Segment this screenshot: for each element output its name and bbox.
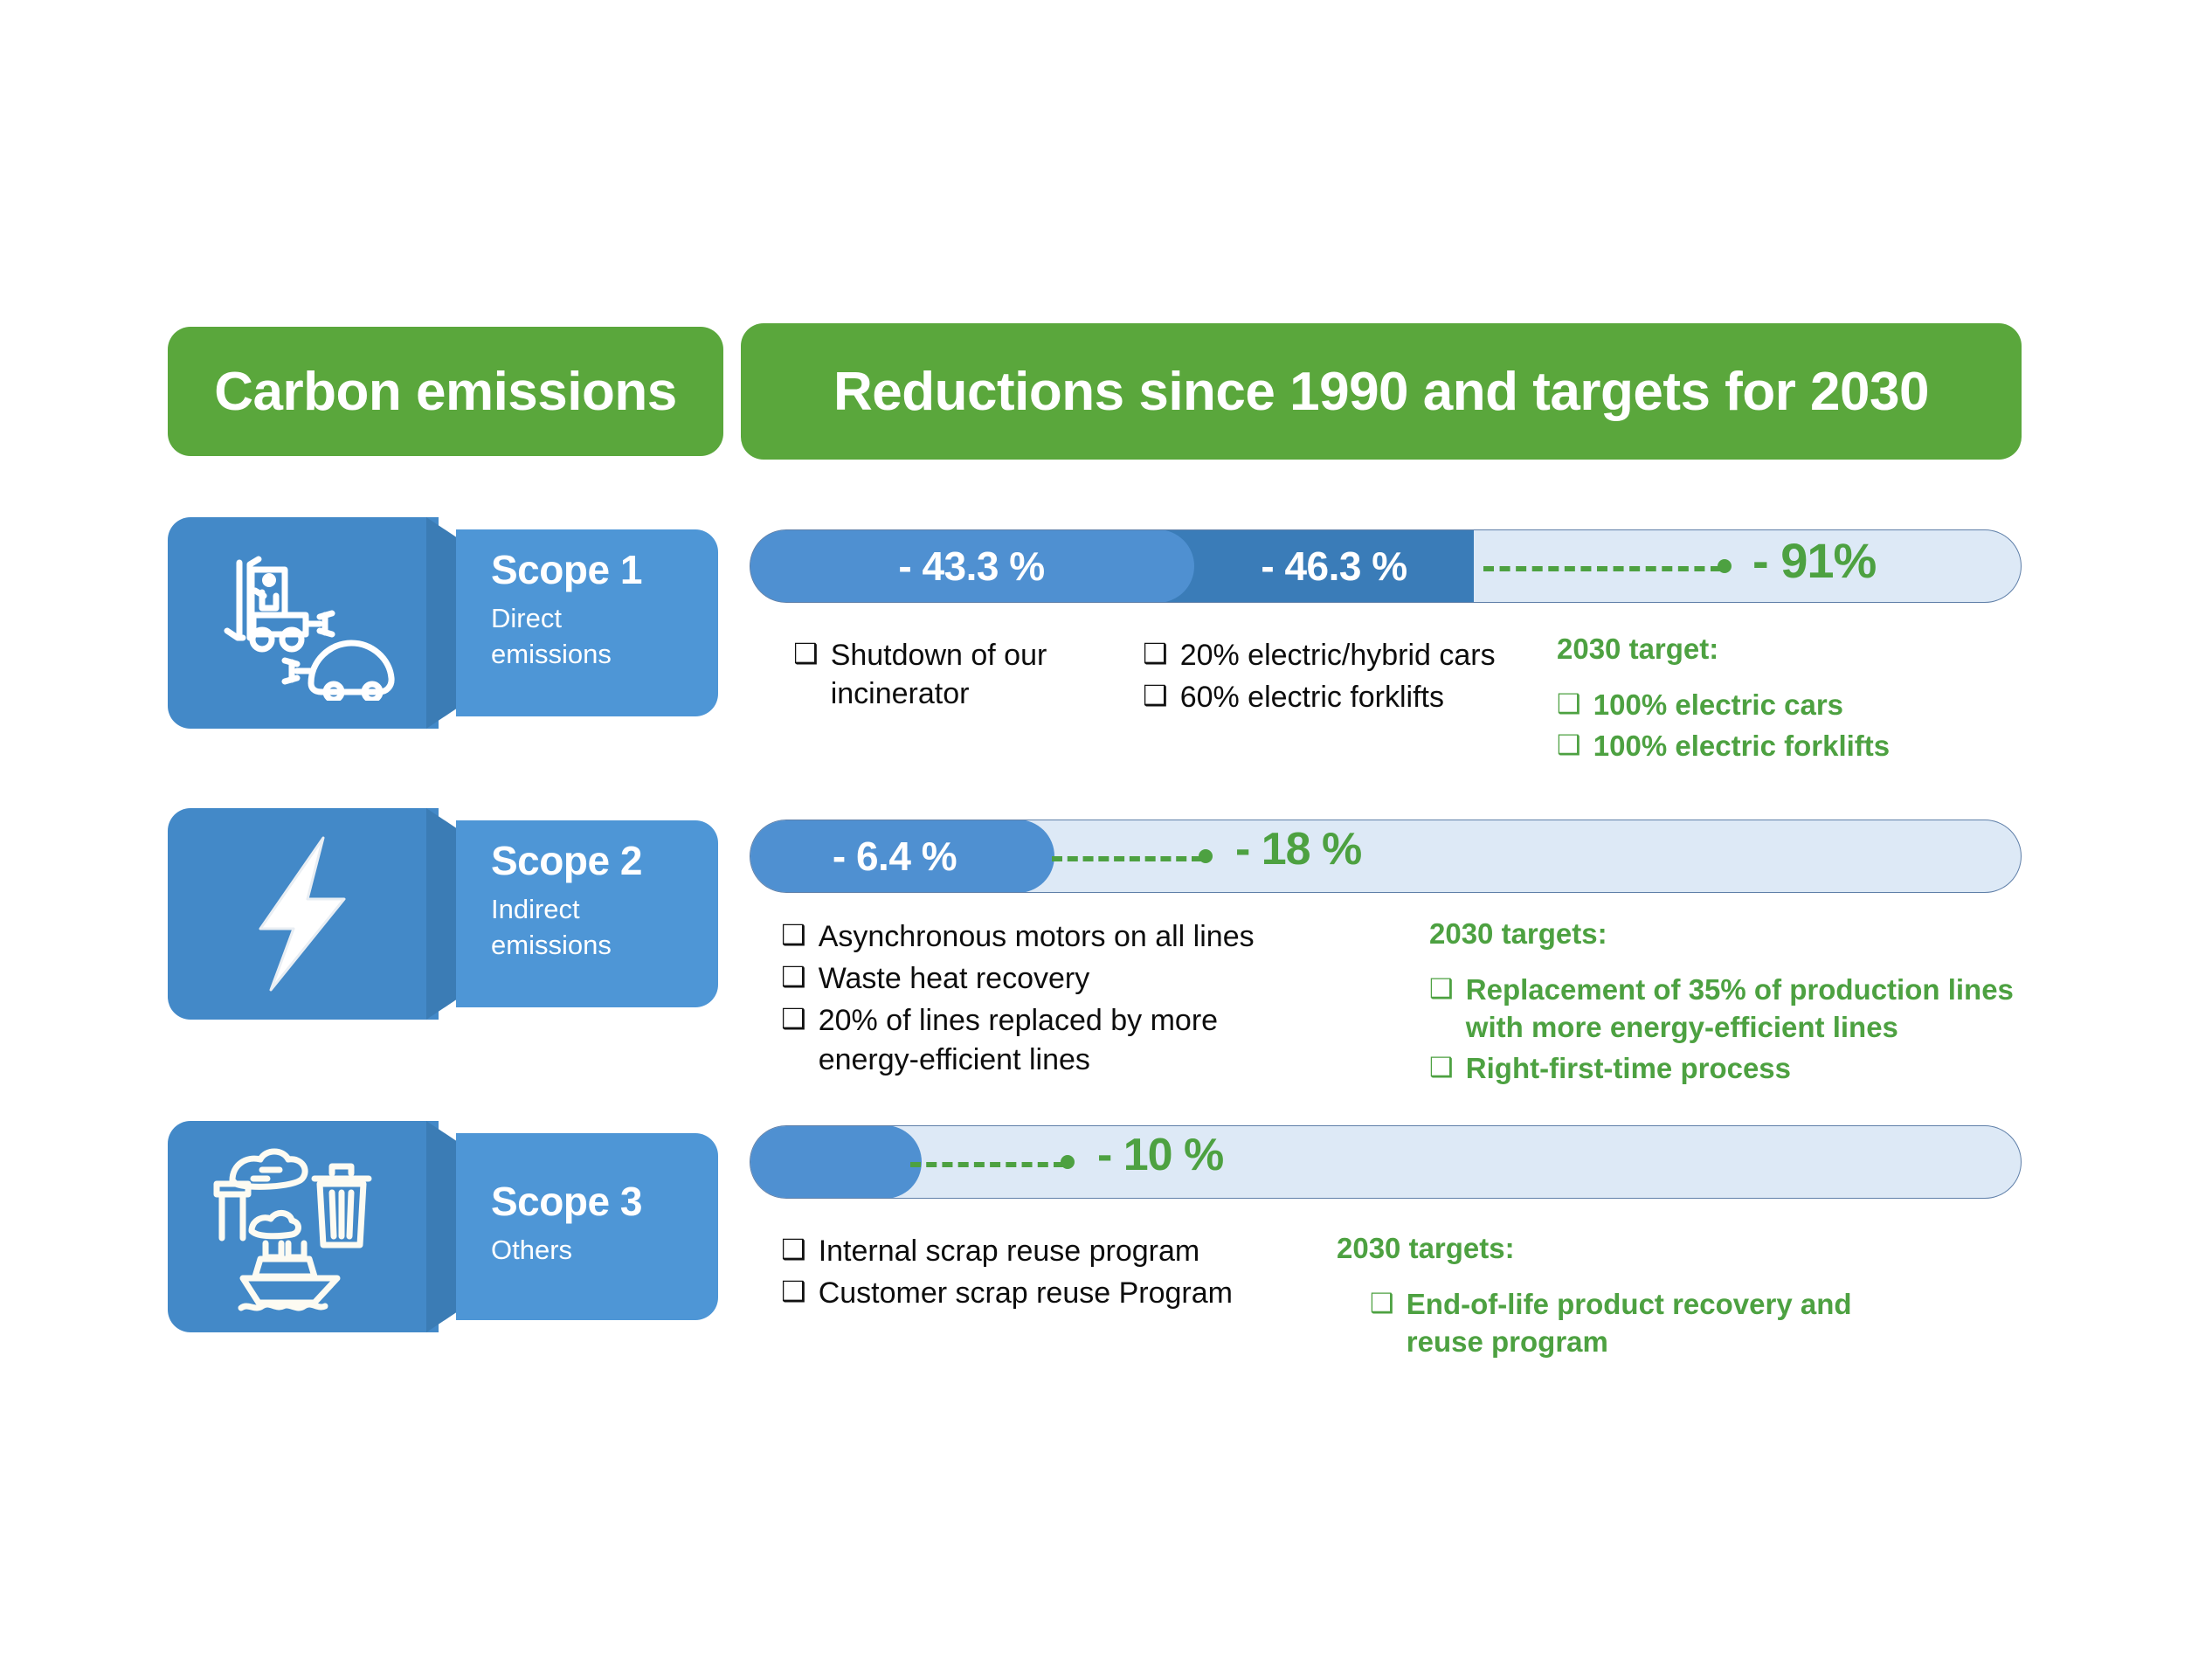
- scope-3-title: Scope 3: [491, 1179, 642, 1224]
- list-item: ❑ 100% electric cars: [1557, 687, 2046, 724]
- scope-3-segment-1-fill: [750, 1126, 922, 1198]
- scope-1-segment-1-fill: [750, 530, 1194, 602]
- scope-3-fold-accent: [426, 1121, 461, 1332]
- list-item-label: 100% electric forklifts: [1593, 729, 1891, 762]
- checkbox-bullet-icon: ❑: [781, 960, 806, 994]
- list-item-label: 20% electric/hybrid cars: [1179, 639, 1496, 672]
- scope-3-targets-list: ❑ End-of-life product recovery and reuse…: [1370, 1286, 1929, 1365]
- checkbox-bullet-icon: ❑: [793, 637, 819, 670]
- scope-2-achievements-list: ❑ Asynchronous motors on all lines ❑ Was…: [781, 917, 1305, 1082]
- scope-3-targets-heading: 2030 targets:: [1337, 1232, 1515, 1264]
- scope-1-subtitle-line2: emissions: [491, 638, 612, 669]
- checkbox-bullet-icon: ❑: [1429, 1051, 1454, 1083]
- list-item: ❑ 20% of lines replaced by more energy-e…: [781, 1001, 1305, 1078]
- checkbox-bullet-icon: ❑: [1557, 729, 1581, 761]
- scope-1-target-dashline: [1483, 566, 1721, 571]
- scope-3-subtitle-line1: Others: [491, 1234, 573, 1265]
- list-item-label: Waste heat recovery: [818, 962, 1090, 996]
- scope-2-title: Scope 2: [491, 838, 642, 883]
- scope-3-label-panel: Scope 3 Others: [456, 1133, 718, 1320]
- list-item: ❑ 60% electric forklifts: [1143, 678, 1510, 716]
- list-item-label: Right-first-time process: [1465, 1051, 1792, 1084]
- scope-3-card: Scope 3 Others: [168, 1121, 718, 1332]
- checkbox-bullet-icon: ❑: [1143, 679, 1168, 713]
- scope-2-target-dashline: [1052, 856, 1202, 861]
- scope-3-target-dashline: [910, 1162, 1064, 1167]
- list-item: ❑ Internal scrap reuse program: [781, 1232, 1270, 1270]
- checkbox-bullet-icon: ❑: [781, 1233, 806, 1266]
- list-item-label: Replacement of 35% of production lines w…: [1465, 973, 2014, 1043]
- scope-2-icon-box: [168, 808, 439, 1020]
- scope-3-target-dot: [1061, 1155, 1075, 1169]
- scope-2-target-percent: - 18 %: [1235, 824, 1362, 875]
- checkbox-bullet-icon: ❑: [1429, 973, 1454, 1005]
- checkbox-bullet-icon: ❑: [781, 1275, 806, 1309]
- scope-2-fold-accent: [426, 808, 461, 1020]
- scope-2-card: Scope 2 Indirect emissions: [168, 808, 718, 1020]
- forklift-electric-car-icon: [224, 556, 395, 701]
- list-item-label: Internal scrap reuse program: [818, 1235, 1200, 1268]
- scope-2-subtitle-line2: emissions: [491, 929, 612, 960]
- reductions-targets-banner: Reductions since 1990 and targets for 20…: [741, 323, 2022, 460]
- scope-1-subtitle-line1: Direct: [491, 602, 562, 633]
- list-item-label: 100% electric cars: [1593, 688, 1844, 721]
- list-item-label: 20% of lines replaced by more energy-eff…: [818, 1004, 1219, 1076]
- scope-3-achievements-list: ❑ Internal scrap reuse program ❑ Custome…: [781, 1232, 1270, 1316]
- list-item: ❑ Waste heat recovery: [781, 959, 1305, 998]
- scope-2-label-panel: Scope 2 Indirect emissions: [456, 820, 718, 1007]
- scope-1-segment-1-label: - 43.3 %: [898, 543, 1045, 589]
- scope-1-achievements-col2: ❑ 20% electric/hybrid cars ❑ 60% electri…: [1143, 636, 1510, 720]
- list-item-label: 60% electric forklifts: [1179, 681, 1445, 715]
- checkbox-bullet-icon: ❑: [1143, 637, 1168, 670]
- carbon-emissions-banner-label: Carbon emissions: [214, 361, 677, 422]
- scope-3-icon-box: [168, 1121, 439, 1332]
- scope-1-title: Scope 1: [491, 547, 642, 592]
- scope-1-label-panel: Scope 1 Direct emissions: [456, 529, 718, 716]
- list-item-label: Customer scrap reuse Program: [818, 1276, 1233, 1311]
- list-item: ❑ Asynchronous motors on all lines: [781, 917, 1305, 956]
- scope-2-target-dot: [1199, 849, 1213, 863]
- lightning-bolt-icon: [259, 836, 346, 992]
- scope-1-target-dot: [1718, 559, 1732, 573]
- scope-2-targets-heading: 2030 targets:: [1429, 917, 1607, 950]
- list-item: ❑ 20% electric/hybrid cars: [1143, 636, 1510, 674]
- carbon-emissions-banner: Carbon emissions: [168, 327, 723, 456]
- list-item: ❑ End-of-life product recovery and reuse…: [1370, 1286, 1929, 1361]
- scope-3-target-percent: - 10 %: [1097, 1130, 1224, 1180]
- list-item: ❑ Right-first-time process: [1429, 1050, 2058, 1088]
- scope-1-achievements-col1: ❑ Shutdown of our incinerator: [793, 636, 1055, 716]
- list-item: ❑ Shutdown of our incinerator: [793, 636, 1055, 713]
- list-item: ❑ 100% electric forklifts: [1557, 728, 2046, 765]
- scope-1-fold-accent: [426, 517, 461, 729]
- checkbox-bullet-icon: ❑: [1370, 1288, 1394, 1319]
- scope-1-segment-2-label: - 46.3 %: [1261, 543, 1407, 589]
- reductions-targets-banner-label: Reductions since 1990 and targets for 20…: [833, 361, 1929, 422]
- scope-2-subtitle-line1: Indirect: [491, 893, 580, 924]
- scope-2-targets-list: ❑ Replacement of 35% of production lines…: [1429, 972, 2058, 1091]
- scope-2-segment-1-label: - 6.4 %: [832, 833, 957, 879]
- scope-1-progress-track: [750, 529, 2022, 603]
- scope-1-card: Scope 1 Direct emissions: [168, 517, 718, 729]
- scope-2-segment-1-fill: [750, 820, 1054, 892]
- list-item: ❑ Customer scrap reuse Program: [781, 1274, 1270, 1312]
- checkbox-bullet-icon: ❑: [1557, 688, 1581, 720]
- list-item-label: End-of-life product recovery and reuse p…: [1406, 1288, 1852, 1358]
- checkbox-bullet-icon: ❑: [781, 918, 806, 951]
- list-item-label: Asynchronous motors on all lines: [818, 920, 1255, 953]
- checkbox-bullet-icon: ❑: [781, 1002, 806, 1036]
- list-item-label: Shutdown of our incinerator: [830, 639, 1047, 711]
- scope-1-target-percent: - 91%: [1752, 533, 1877, 588]
- smokestack-trash-ship-icon: [213, 1148, 372, 1311]
- scope-1-targets-list: ❑ 100% electric cars ❑ 100% electric for…: [1557, 687, 2046, 769]
- list-item: ❑ Replacement of 35% of production lines…: [1429, 972, 2058, 1047]
- scope-1-icon-box: [168, 517, 439, 729]
- scope-2-progress-track: [750, 820, 2022, 893]
- scope-1-targets-heading: 2030 target:: [1557, 633, 1719, 665]
